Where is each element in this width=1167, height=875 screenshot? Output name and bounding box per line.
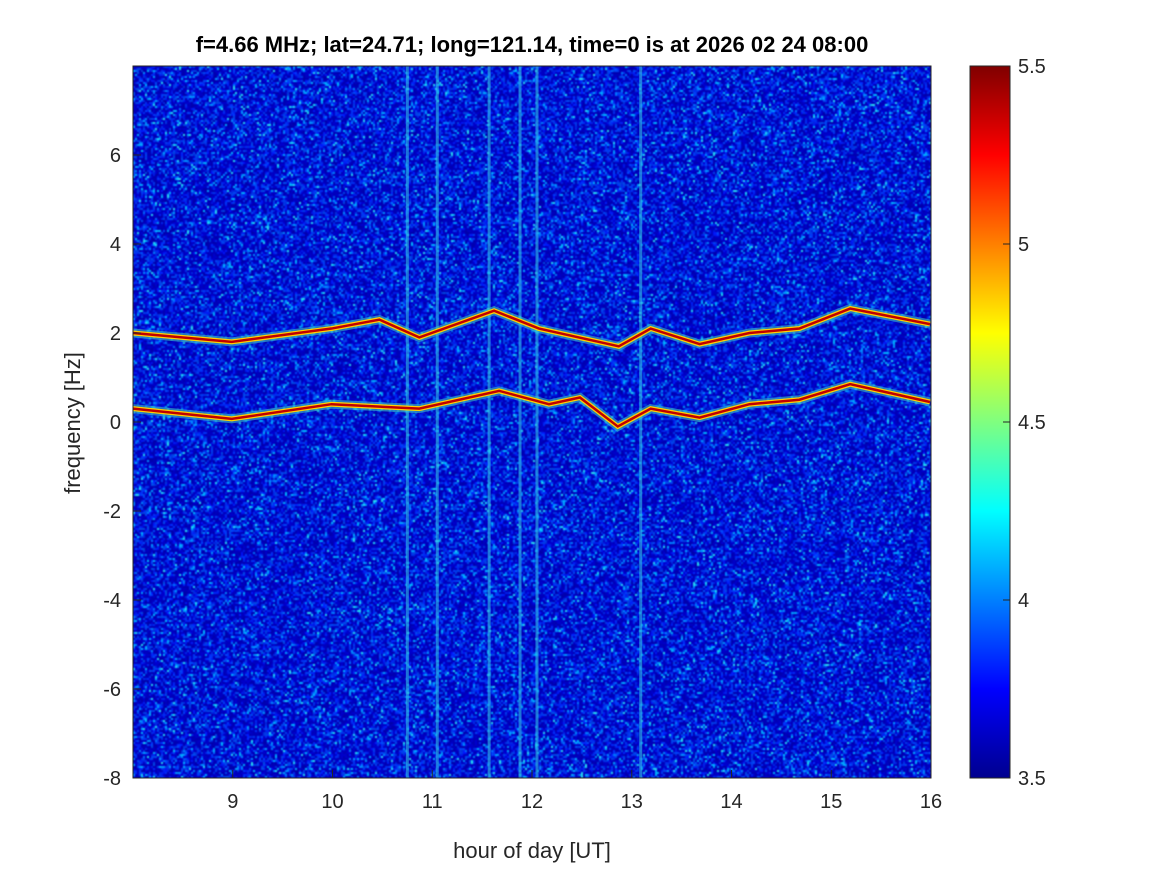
x-tick-label: 11 [422, 791, 443, 813]
colorbar-tick-label: 5.5 [1018, 56, 1046, 78]
interference-line [535, 66, 538, 778]
x-tick-label: 16 [920, 791, 942, 813]
x-tick-label: 14 [720, 791, 742, 813]
x-tick-label: 10 [321, 791, 343, 813]
plot-frame [133, 66, 931, 778]
y-tick-label: -8 [103, 768, 121, 790]
x-tick-label: 12 [521, 791, 543, 813]
interference-line [519, 66, 522, 778]
y-tick-label: -4 [103, 590, 121, 612]
y-axis: 6 4 2 0 -2 -4 -6 -8 [103, 145, 141, 790]
x-tick-label: 13 [621, 791, 643, 813]
chart-title: f=4.66 MHz; lat=24.71; long=121.14, time… [196, 32, 869, 57]
x-tick-label: 15 [820, 791, 842, 813]
y-tick-label: -6 [103, 679, 121, 701]
interference-line [436, 66, 439, 778]
colorbar-tick-label: 4.5 [1018, 412, 1046, 434]
interference-line [488, 66, 491, 778]
y-tick-label: 6 [110, 145, 121, 167]
y-axis-label: frequency [Hz] [60, 352, 85, 494]
y-tick-label: 4 [110, 234, 121, 256]
x-axis-label: hour of day [UT] [453, 838, 611, 863]
colorbar-tick-label: 4 [1018, 590, 1029, 612]
x-axis: 9 10 11 12 13 14 15 16 [227, 770, 942, 813]
y-tick-label: 2 [110, 323, 121, 345]
colorbar-tick-label: 3.5 [1018, 768, 1046, 790]
chart-svg: f=4.66 MHz; lat=24.71; long=121.14, time… [0, 0, 1167, 875]
y-tick-label: 0 [110, 412, 121, 434]
interference-line [406, 66, 409, 778]
lower-echo-halo [133, 384, 930, 426]
colorbar-tick-label: 5 [1018, 234, 1029, 256]
x-tick-label: 9 [227, 791, 238, 813]
overlay-layer [133, 66, 930, 778]
y-tick-label: -2 [103, 501, 121, 523]
figure: f=4.66 MHz; lat=24.71; long=121.14, time… [0, 0, 1167, 875]
interference-line [639, 66, 642, 778]
